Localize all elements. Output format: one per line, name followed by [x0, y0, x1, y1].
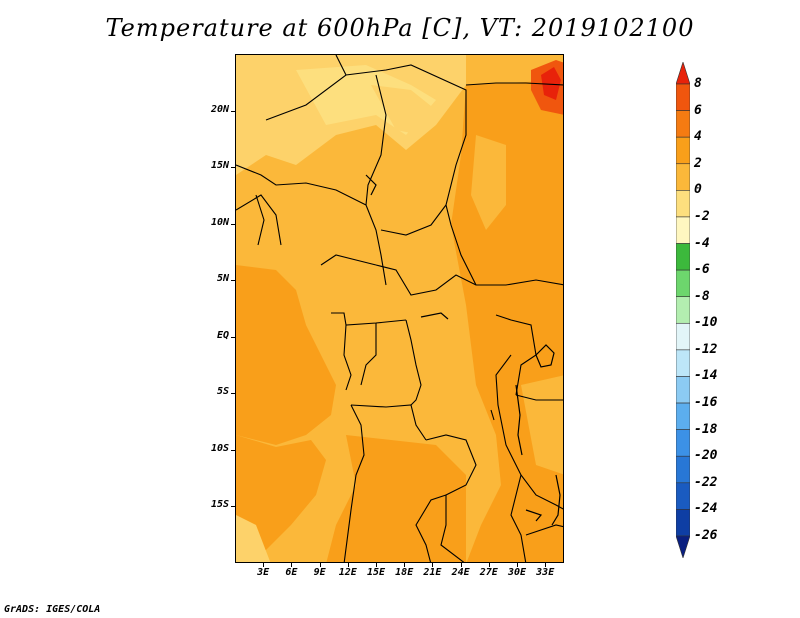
- longitude-label: 30E: [507, 567, 527, 578]
- longitude-tick: [376, 563, 377, 567]
- colorbar-segment: [676, 83, 690, 111]
- longitude-label: 21E: [423, 567, 442, 578]
- colorbar-label: -16: [694, 395, 718, 411]
- country-borders: [236, 55, 563, 562]
- longitude-label: 3E: [257, 567, 270, 578]
- latitude-tick: [231, 506, 235, 508]
- longitude-label: 6E: [285, 567, 298, 578]
- lake-victoria: [535, 344, 555, 368]
- credit-text: GrADS: IGES/COLA: [4, 604, 101, 615]
- colorbar-segment: [676, 269, 690, 298]
- longitude-label: 18E: [395, 567, 414, 578]
- colorbar-segment: [676, 482, 690, 510]
- field-4-to-2-south: [326, 435, 466, 562]
- colorbar-label: 8: [694, 76, 702, 91]
- latitude-tick: [231, 223, 235, 225]
- colorbar-segment: [676, 110, 690, 138]
- field-0-to-m2-patch: [371, 85, 436, 135]
- river-segment: [420, 312, 449, 320]
- colorbar-segment: [676, 296, 690, 324]
- colorbar-label: 0: [694, 182, 702, 198]
- colorbar-segment: [676, 322, 690, 351]
- colorbar-segment: [676, 190, 690, 218]
- colorbar-label: -8: [694, 288, 710, 304]
- colorbar: [676, 62, 690, 558]
- latitude-tick: [231, 280, 235, 282]
- lake-kariba: [525, 509, 543, 522]
- colorbar-segment: [676, 163, 690, 191]
- colorbar-segment: [676, 243, 690, 271]
- longitude-label: 33E: [536, 567, 555, 578]
- lake-tanganyika: [515, 384, 523, 456]
- colorbar-label: 6: [694, 102, 702, 118]
- longitude-label: 27E: [479, 567, 498, 578]
- lake-chad: [365, 174, 377, 196]
- latitude-label: 10N: [210, 216, 229, 228]
- latitude-label: 5N: [216, 273, 229, 285]
- longitude-tick: [460, 563, 462, 567]
- colorbar-label: 2: [694, 155, 702, 171]
- map-title: Temperature at 600hPa [C], VT: 201910210…: [105, 14, 695, 42]
- latitude-tick: [231, 336, 235, 338]
- colorbar-segment: [676, 402, 690, 430]
- colorbar-label: -22: [694, 474, 718, 490]
- longitude-tick: [432, 563, 434, 567]
- latitude-label: 10S: [210, 442, 229, 454]
- lake-outlines: [365, 174, 561, 526]
- longitude-tick: [517, 563, 518, 567]
- colorbar-segment: [676, 136, 690, 165]
- longitude-tick: [545, 563, 547, 567]
- latitude-tick: [231, 449, 235, 451]
- latitude-label: 20N: [210, 103, 229, 115]
- longitude-tick: [488, 563, 490, 567]
- latitude-tick: [231, 110, 235, 112]
- colorbar-segment: [676, 509, 690, 537]
- latitude-label: 15S: [210, 499, 229, 511]
- colorbar-segment: [676, 216, 690, 244]
- colorbar-segment: [676, 429, 690, 457]
- colorbar-label: -20: [694, 448, 718, 464]
- colorbar-label: -2: [694, 208, 710, 224]
- longitude-label: 12E: [338, 567, 357, 578]
- colorbar-label: -18: [694, 421, 718, 437]
- colorbar-label: -6: [694, 262, 710, 278]
- map-panel: [235, 54, 564, 563]
- colorbar-bottom-triangle: [676, 535, 690, 558]
- colorbar-label: -12: [694, 341, 718, 357]
- colorbar-top-triangle: [676, 62, 690, 85]
- latitude-label: 5S: [216, 386, 229, 398]
- colorbar-label: 4: [694, 129, 702, 145]
- colorbar-segment: [676, 349, 690, 377]
- colorbar-label: -10: [694, 315, 718, 331]
- latitude-label: EQ: [216, 329, 229, 341]
- latitude-label: 15N: [210, 160, 229, 172]
- colorbar-label: -24: [694, 501, 718, 517]
- field-8-to-6-hotspot: [541, 67, 561, 100]
- colorbar-label: -14: [694, 368, 718, 384]
- field-0-to-m2-southwest: [236, 515, 271, 562]
- lake-malawi: [551, 474, 561, 526]
- colorbar-segment: [676, 376, 690, 404]
- longitude-label: 15E: [366, 567, 386, 578]
- temperature-field: [236, 55, 563, 562]
- colorbar-label: -4: [694, 235, 710, 251]
- field-4-to-2-southwest: [236, 435, 326, 562]
- latitude-tick: [231, 167, 235, 169]
- longitude-tick: [347, 563, 349, 567]
- field-4-to-2-atlantic: [236, 265, 336, 445]
- longitude-tick: [291, 563, 293, 567]
- colorbar-label: -26: [694, 528, 718, 543]
- longitude-tick: [319, 563, 321, 567]
- latitude-tick: [231, 393, 235, 395]
- field-2-to-0-east-patch: [471, 135, 506, 230]
- longitude-tick: [263, 563, 265, 567]
- colorbar-segment: [676, 455, 690, 484]
- longitude-label: 24E: [451, 567, 470, 578]
- longitude-tick: [404, 563, 406, 567]
- longitude-label: 9E: [313, 567, 326, 578]
